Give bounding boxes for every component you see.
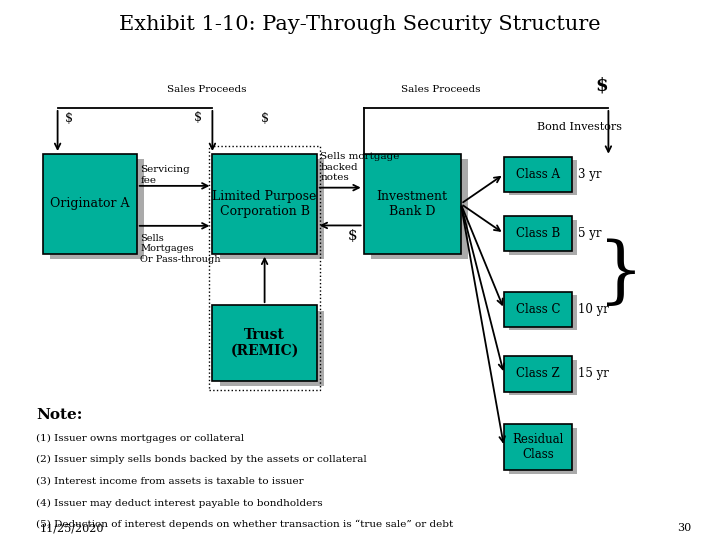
Text: (2) Issuer simply sells bonds backed by the assets or collateral: (2) Issuer simply sells bonds backed by … (36, 455, 366, 464)
Bar (371, 159, 468, 259)
Bar (504, 292, 572, 327)
Text: Sells
Mortgages
Or Pass-through: Sells Mortgages Or Pass-through (140, 234, 221, 264)
Bar (43, 154, 137, 254)
Bar (509, 295, 577, 330)
Bar (509, 428, 577, 474)
Text: (3) Interest income from assets is taxable to issuer: (3) Interest income from assets is taxab… (36, 477, 304, 486)
Text: 11/25/2020: 11/25/2020 (40, 523, 104, 533)
Text: 15 yr: 15 yr (578, 367, 609, 381)
Text: $: $ (595, 77, 608, 94)
Bar (212, 154, 317, 254)
Text: Limited Purpose
Corporation B: Limited Purpose Corporation B (212, 190, 317, 218)
Text: }: } (598, 239, 644, 309)
Text: (4) Issuer may deduct interest payable to bondholders: (4) Issuer may deduct interest payable t… (36, 498, 323, 508)
Text: 30: 30 (677, 523, 691, 533)
Bar (509, 220, 577, 255)
Text: Exhibit 1-10: Pay-Through Security Structure: Exhibit 1-10: Pay-Through Security Struc… (120, 15, 600, 34)
Bar (509, 360, 577, 395)
Text: $: $ (348, 230, 358, 243)
Text: Sells mortgage
backed
notes: Sells mortgage backed notes (320, 152, 400, 182)
Bar (504, 356, 572, 392)
Text: Note:: Note: (36, 408, 82, 422)
Bar (504, 216, 572, 251)
Text: Trust
(REMIC): Trust (REMIC) (230, 328, 299, 358)
Text: Residual
Class: Residual Class (513, 433, 564, 461)
Text: Class Z: Class Z (516, 367, 560, 381)
Text: (5) Deduction of interest depends on whether transaction is “true sale” or debt: (5) Deduction of interest depends on whe… (36, 520, 454, 529)
Text: Class A: Class A (516, 167, 560, 181)
Bar (220, 159, 324, 259)
Text: Originator A: Originator A (50, 197, 130, 211)
Text: Bond Investors: Bond Investors (537, 122, 622, 132)
Bar (212, 305, 317, 381)
Text: Class C: Class C (516, 302, 560, 316)
Bar (220, 310, 324, 386)
Text: $: $ (261, 112, 269, 125)
Bar (509, 160, 577, 195)
Text: $: $ (194, 111, 202, 124)
Text: $: $ (65, 112, 73, 125)
Bar (364, 154, 461, 254)
Text: 3 yr: 3 yr (578, 167, 602, 181)
Bar (50, 159, 144, 259)
Bar (504, 424, 572, 470)
Bar (209, 146, 320, 390)
Text: Sales Proceeds: Sales Proceeds (167, 85, 247, 94)
Text: 5 yr: 5 yr (578, 227, 602, 240)
Text: Class B: Class B (516, 227, 560, 240)
Text: (1) Issuer owns mortgages or collateral: (1) Issuer owns mortgages or collateral (36, 434, 244, 443)
Text: Sales Proceeds: Sales Proceeds (401, 85, 481, 94)
Text: Servicing
fee: Servicing fee (140, 165, 190, 185)
Bar (504, 157, 572, 192)
Text: 10 yr: 10 yr (578, 302, 609, 316)
Text: Investment
Bank D: Investment Bank D (377, 190, 448, 218)
